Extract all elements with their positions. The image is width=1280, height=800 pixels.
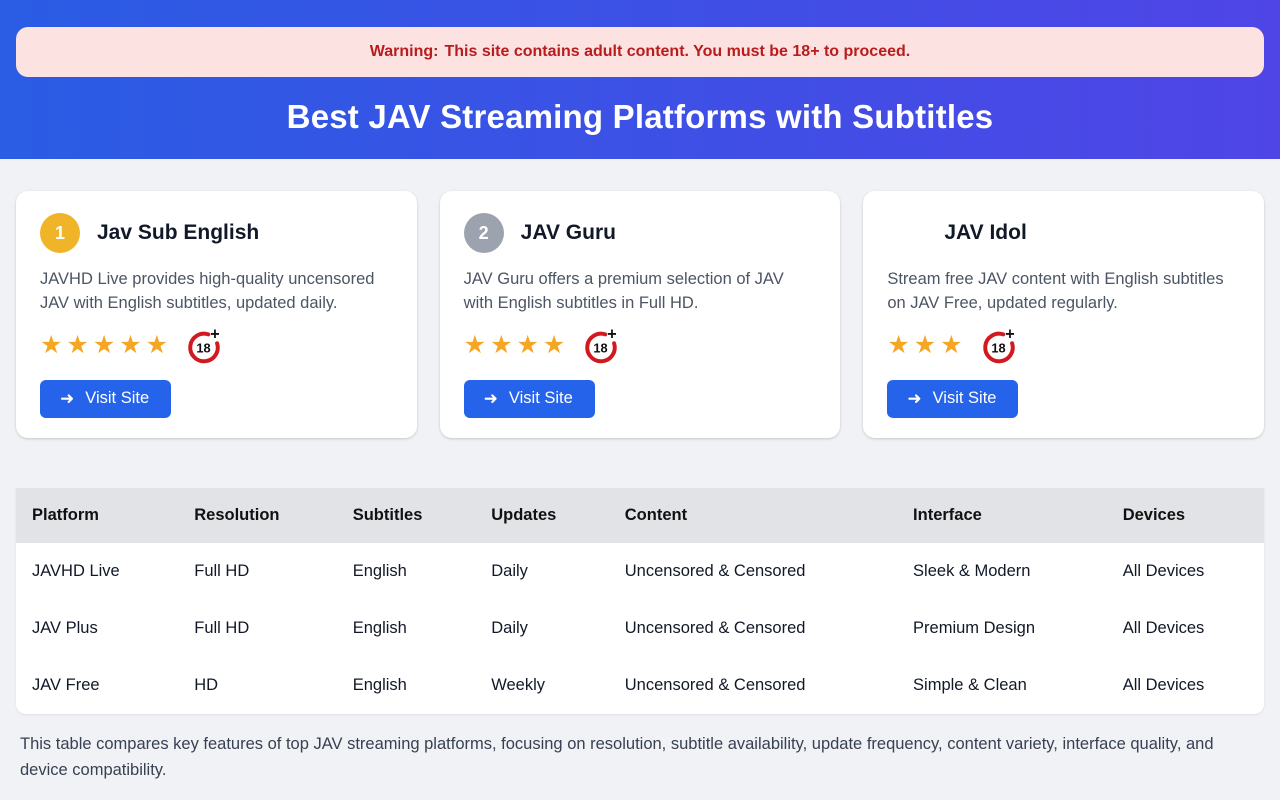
column-header-interface: Interface [897, 488, 1107, 543]
visit-site-button[interactable]: ➜ Visit Site [887, 380, 1019, 418]
star-rating: ★★★ [887, 330, 967, 359]
cell-content: Uncensored & Censored [624, 619, 806, 637]
column-header-updates: Updates [475, 488, 609, 543]
cell-updates: Weekly [491, 676, 546, 694]
svg-text:18: 18 [991, 340, 1005, 355]
cell-platform: JAVHD Live [32, 562, 120, 580]
rank-badge: 2 [463, 213, 504, 253]
cell-updates: Daily [491, 562, 528, 580]
rank-badge [887, 213, 927, 253]
visit-site-label: Visit Site [508, 389, 573, 407]
rank-badge: 1 [40, 213, 80, 253]
cell-subtitles: English [352, 676, 407, 694]
table-row: JAVHD Live Full HD English Daily Uncenso… [16, 543, 1264, 600]
card-description: JAVHD Live provides high-quality uncenso… [40, 270, 375, 312]
svg-text:+: + [608, 327, 617, 343]
column-header-platform: Platform [16, 488, 179, 543]
table-caption: This table compares key features of top … [20, 735, 1214, 779]
table-row: JAV Plus Full HD English Daily Uncensore… [16, 600, 1264, 657]
column-header-devices: Devices [1106, 488, 1264, 543]
adult-warning-banner: Warning: This site contains adult conten… [16, 27, 1264, 77]
card-head: JAV Idol [887, 213, 1240, 253]
cell-content: Uncensored & Censored [624, 562, 806, 580]
column-header-resolution: Resolution [178, 488, 337, 543]
column-header-content: Content [608, 488, 898, 543]
page-title: Best JAV Streaming Platforms with Subtit… [286, 98, 994, 135]
age-18-plus-icon: 18 + [585, 327, 618, 363]
rating-row: ★★★★★ 18 + [40, 326, 393, 368]
cell-subtitles: English [352, 619, 407, 637]
visit-site-button[interactable]: ➜ Visit Site [40, 380, 172, 418]
svg-text:+: + [210, 327, 219, 343]
age-18-plus-icon: 18 + [982, 327, 1015, 363]
age-18-plus-icon: 18 + [188, 327, 220, 363]
card-title: JAV Idol [944, 221, 1027, 244]
visit-site-button[interactable]: ➜ Visit Site [463, 380, 595, 418]
column-header-subtitles: Subtitles [336, 488, 476, 543]
cell-interface: Premium Design [913, 619, 1036, 637]
visit-site-label: Visit Site [932, 389, 997, 407]
star-rating: ★★★★★ [40, 330, 173, 359]
cell-resolution: HD [194, 676, 219, 694]
card-title: Jav Sub English [97, 221, 260, 244]
cell-resolution: Full HD [194, 562, 250, 580]
card-head: 2 JAV Guru [463, 213, 817, 253]
cell-platform: JAV Free [32, 676, 100, 694]
table-row: JAV Free HD English Weekly Uncensored & … [16, 657, 1264, 714]
cell-devices: All Devices [1122, 676, 1205, 694]
card-description: Stream free JAV content with English sub… [887, 270, 1224, 312]
cell-updates: Daily [491, 619, 528, 637]
cell-interface: Sleek & Modern [913, 562, 1031, 580]
arrow-right-icon: ➜ [60, 389, 75, 408]
comparison-table-container: Platform Resolution Subtitles Updates Co… [16, 488, 1264, 714]
warning-text: This site contains adult content. You mu… [444, 43, 911, 60]
svg-text:+: + [1005, 327, 1014, 343]
arrow-right-icon: ➜ [907, 389, 922, 408]
visit-site-label: Visit Site [85, 389, 150, 407]
warning-label: Warning: [369, 43, 439, 60]
cell-platform: JAV Plus [32, 619, 98, 637]
comparison-table: Platform Resolution Subtitles Updates Co… [16, 488, 1264, 714]
svg-text:18: 18 [594, 340, 608, 355]
platform-card-jav-guru: 2 JAV Guru JAV Guru offers a premium sel… [439, 191, 841, 438]
card-description: JAV Guru offers a premium selection of J… [463, 270, 784, 312]
platform-card-jav-idol: JAV Idol Stream free JAV content with En… [863, 191, 1264, 438]
star-rating: ★★★★ [463, 330, 570, 359]
cell-subtitles: English [352, 562, 407, 580]
rating-row: ★★★ 18 + [887, 326, 1240, 368]
table-header-row: Platform Resolution Subtitles Updates Co… [16, 488, 1264, 543]
cell-devices: All Devices [1122, 562, 1205, 580]
cell-content: Uncensored & Censored [624, 676, 806, 694]
arrow-right-icon: ➜ [483, 389, 498, 408]
card-head: 1 Jav Sub English [40, 213, 393, 253]
platform-cards: 1 Jav Sub English JAVHD Live provides hi… [16, 191, 1264, 438]
cell-resolution: Full HD [194, 619, 250, 637]
rating-row: ★★★★ 18 + [464, 326, 817, 368]
cell-interface: Simple & Clean [913, 676, 1027, 694]
platform-card-jav-sub-english: 1 Jav Sub English JAVHD Live provides hi… [16, 191, 417, 438]
cell-devices: All Devices [1122, 619, 1205, 637]
hero-header: Warning: This site contains adult conten… [0, 0, 1280, 159]
card-title: JAV Guru [520, 221, 616, 244]
svg-text:18: 18 [196, 340, 210, 355]
